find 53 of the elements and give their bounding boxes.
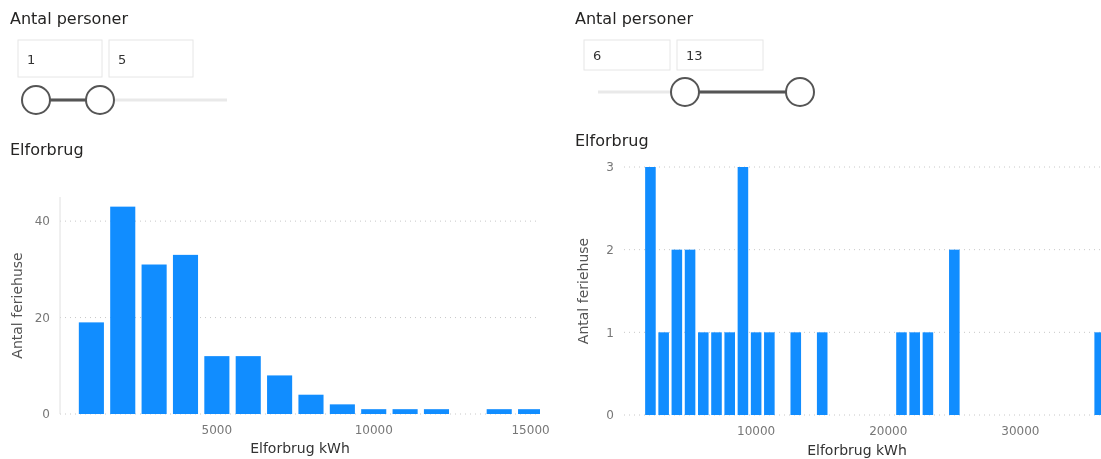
bar xyxy=(329,404,355,414)
bar xyxy=(204,356,230,414)
bar xyxy=(645,167,656,415)
x-axis-title: Elforbrug kWh xyxy=(250,440,350,456)
bar xyxy=(658,332,669,415)
x-tick-label: 20000 xyxy=(869,424,908,438)
bar xyxy=(172,254,199,414)
text: Antal personer xyxy=(10,9,129,28)
text: 6 xyxy=(593,48,602,63)
bar xyxy=(141,264,167,414)
y-tick-label: 0 xyxy=(42,407,50,422)
bar xyxy=(922,332,934,415)
bar xyxy=(697,332,709,415)
y-tick-label: 1 xyxy=(606,325,614,340)
bar xyxy=(750,332,762,415)
bar xyxy=(816,332,828,415)
x-axis-title: Elforbrug kWh xyxy=(807,442,907,458)
text: 13 xyxy=(686,48,703,63)
bar xyxy=(764,332,775,415)
bar xyxy=(711,332,722,415)
x-tick-label: 10000 xyxy=(354,423,393,437)
y-tick-label: 20 xyxy=(34,310,50,325)
bar xyxy=(486,409,512,414)
bar xyxy=(896,332,907,415)
x-tick-label: 15000 xyxy=(511,423,550,437)
x-tick-label: 5000 xyxy=(201,423,233,437)
bar xyxy=(724,332,735,415)
bar xyxy=(909,332,920,415)
bar xyxy=(684,249,696,415)
bar xyxy=(949,249,960,415)
bar xyxy=(671,249,683,415)
text: Antal personer xyxy=(575,9,694,28)
bar xyxy=(78,322,104,414)
bar xyxy=(298,394,324,414)
bar xyxy=(790,332,802,415)
y-tick-label: 3 xyxy=(606,160,614,175)
bar xyxy=(423,409,450,414)
text: 5 xyxy=(118,51,127,67)
y-tick-label: 0 xyxy=(606,408,614,423)
bar xyxy=(110,206,136,414)
x-tick-label: 30000 xyxy=(1001,424,1040,438)
chart-title: Elforbrug xyxy=(10,140,84,159)
y-tick-label: 2 xyxy=(606,242,614,257)
y-axis-title: Antal feriehuse xyxy=(9,252,25,359)
bar xyxy=(392,409,418,414)
bar xyxy=(361,409,387,414)
y-tick-label: 40 xyxy=(34,214,50,229)
y-axis-title: Antal feriehuse xyxy=(575,237,591,345)
bar xyxy=(235,356,261,414)
bar xyxy=(737,167,749,415)
chart-title: Elforbrug xyxy=(575,131,649,150)
bar xyxy=(267,375,293,414)
x-tick-label: 10000 xyxy=(737,424,776,438)
